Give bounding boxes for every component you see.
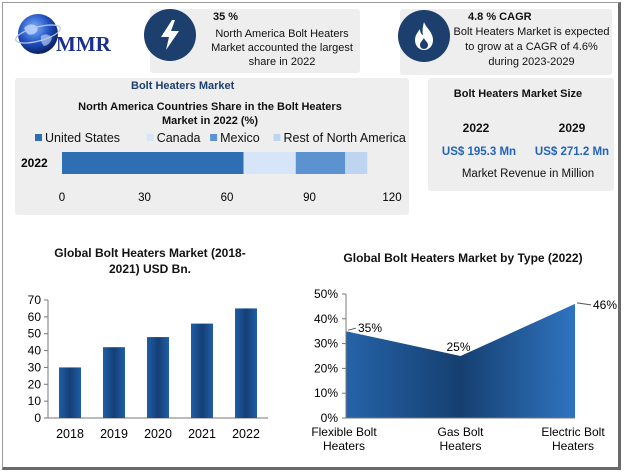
legend-label-0: United States: [45, 131, 120, 145]
type-xtick-2-line1: Electric Bolt: [541, 425, 605, 439]
type-data-label-0: 35%: [358, 321, 382, 335]
share-xtick-3: 90: [303, 192, 316, 204]
globe-icon: [15, 14, 61, 54]
share-chart: United States Canada Mexico Rest of North A…: [21, 131, 406, 204]
global-ytick-7: 70: [28, 293, 42, 307]
type-ytick-3: 30%: [314, 337, 338, 351]
legend-swatch-1: [146, 134, 154, 141]
market-size-value-2: US$ 271.2 Mn: [534, 146, 610, 158]
share-bar-1: [243, 152, 296, 174]
global-chart-title: Global Bolt Heaters Market (2018-2021) U…: [54, 246, 246, 276]
share-xtick-2: 60: [221, 192, 234, 204]
type-data-label-1: 25%: [446, 340, 470, 354]
share-xtick-4: 120: [382, 192, 401, 204]
mmr-logo: MMR: [14, 12, 134, 58]
global-bar-2022: [235, 308, 257, 418]
type-xtick-2-line2: Heaters: [552, 439, 594, 453]
global-ytick-0: 0: [34, 411, 41, 425]
type-ytick-1: 10%: [314, 386, 338, 400]
brand-name: MMR: [56, 32, 111, 56]
stat-text-2: Bolt Heaters Market is expected to grow …: [453, 26, 610, 68]
type-chart-title: Global Bolt Heaters Market by Type (2022…: [343, 251, 583, 265]
stat-text-1: North America Bolt Heaters Market accoun…: [211, 28, 353, 68]
stat-value-2: 4.8 % CAGR: [468, 11, 532, 23]
flame-icon: [415, 22, 433, 50]
market-size-panel: [428, 78, 614, 191]
global-ytick-5: 50: [28, 327, 42, 341]
legend-label-3: Rest of North America: [284, 131, 406, 145]
lightning-icon: [161, 20, 179, 50]
type-ytick-4: 40%: [314, 312, 338, 326]
type-xtick-0-line2: Heaters: [323, 439, 365, 453]
type-ytick-0: 0%: [321, 411, 339, 425]
global-xtick-2: 2020: [144, 427, 172, 441]
share-bar-0: [62, 152, 244, 174]
legend-swatch-2: [210, 134, 218, 141]
type-leader-0: [347, 327, 357, 331]
stat-circle-2: [398, 10, 450, 62]
stat-circle-1: [144, 9, 196, 61]
share-category-label: 2022: [21, 156, 48, 170]
type-xtick-1-line2: Heaters: [439, 439, 481, 453]
global-bar-2019: [103, 347, 125, 418]
global-xtick-0: 2018: [56, 427, 84, 441]
global-ytick-1: 10: [28, 394, 42, 408]
global-xtick-4: 2022: [232, 427, 260, 441]
share-bar-3: [345, 152, 368, 174]
market-panel-title: Bolt Heaters Market: [131, 80, 235, 92]
share-xtick-0: 0: [59, 192, 65, 204]
market-size-year-1: 2022: [462, 121, 490, 135]
global-xtick-3: 2021: [188, 427, 216, 441]
type-leader-2: [576, 302, 592, 306]
global-bar-2018: [59, 367, 81, 418]
global-bar-2020: [147, 337, 169, 418]
global-xtick-1: 2019: [100, 427, 128, 441]
market-size-year-2: 2029: [558, 121, 586, 135]
stat-value-1: 35 %: [213, 11, 239, 23]
type-area: [346, 303, 575, 418]
market-size-title: Bolt Heaters Market Size: [453, 88, 583, 100]
share-chart-title: North America Countries Share in the Bol…: [78, 101, 342, 127]
type-ytick-2: 20%: [314, 361, 338, 375]
share-xtick-1: 30: [138, 192, 151, 204]
global-ytick-4: 40: [28, 344, 42, 358]
legend-label-2: Mexico: [220, 131, 260, 145]
type-data-label-2: 46%: [593, 298, 617, 312]
global-ytick-3: 30: [28, 360, 42, 374]
global-bar-2021: [191, 323, 213, 418]
share-bar-2: [295, 152, 346, 174]
market-size-value-1: US$ 195.3 Mn: [441, 146, 517, 158]
legend-swatch-3: [273, 134, 281, 141]
legend-label-1: Canada: [157, 131, 201, 145]
type-chart: 0%10%20%30%40%50%35%Flexible BoltHeaters…: [311, 287, 617, 453]
global-chart: 0 10 20 30 40 50 60 70 2018 2019 2020 2021 2022: [28, 293, 268, 441]
global-ytick-2: 20: [28, 377, 42, 391]
market-share-panel: [15, 78, 409, 215]
type-xtick-0-line1: Flexible Bolt: [311, 425, 377, 439]
global-ytick-6: 60: [28, 310, 42, 324]
market-size-note: Market Revenue in Million: [461, 168, 595, 180]
legend-swatch-0: [35, 134, 42, 141]
type-ytick-5: 50%: [314, 287, 338, 301]
type-xtick-1-line1: Gas Bolt: [437, 425, 484, 439]
